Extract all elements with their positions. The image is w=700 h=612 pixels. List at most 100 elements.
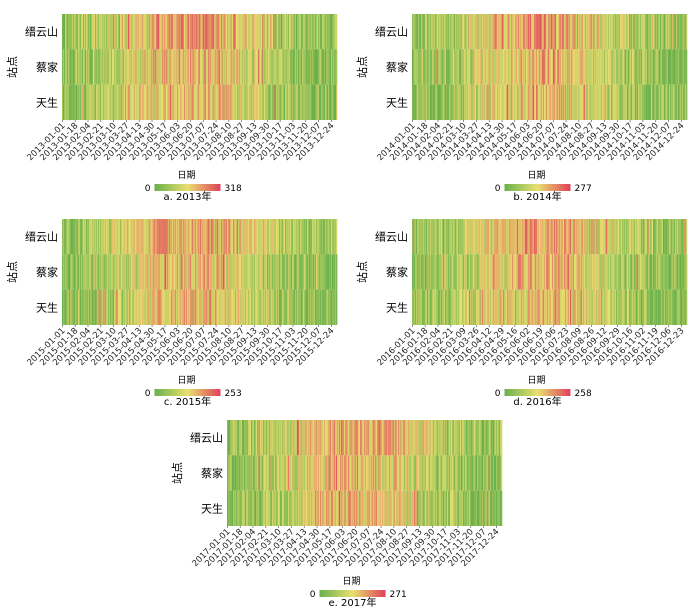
heatmap-cell bbox=[442, 14, 444, 50]
heatmap-cell bbox=[558, 219, 561, 255]
heatmap-cell bbox=[278, 14, 280, 50]
heatmap-cell bbox=[528, 14, 530, 50]
heatmap-cell bbox=[245, 14, 247, 50]
heatmap-cell bbox=[448, 14, 451, 50]
heatmap-cell bbox=[416, 254, 418, 290]
heatmap-cell bbox=[531, 289, 533, 325]
heatmap-cell bbox=[447, 84, 449, 120]
heatmap-cell bbox=[221, 254, 223, 290]
heatmap-cell bbox=[520, 254, 522, 290]
heatmap-cell bbox=[227, 219, 229, 255]
heatmap-cell bbox=[528, 254, 530, 290]
heatmap-cell bbox=[223, 49, 225, 85]
heatmap-cell bbox=[511, 49, 513, 85]
heatmap-cell bbox=[510, 219, 512, 255]
heatmap-cell bbox=[643, 219, 645, 255]
heatmap-cell bbox=[577, 219, 579, 255]
heatmap-cell bbox=[613, 219, 615, 255]
heatmap-cell bbox=[654, 84, 656, 120]
heatmap-cell bbox=[470, 49, 472, 85]
heatmap-cell bbox=[607, 289, 609, 325]
heatmap-cell bbox=[577, 254, 579, 290]
heatmap-cell bbox=[187, 84, 189, 120]
heatmap-cell bbox=[480, 289, 482, 325]
heatmap-cell bbox=[668, 49, 671, 85]
heatmap-cell bbox=[77, 219, 79, 255]
heatmap-cell bbox=[534, 49, 536, 85]
heatmap-cell bbox=[216, 14, 218, 50]
heatmap-cell bbox=[415, 219, 417, 255]
heatmap-cell bbox=[481, 49, 483, 85]
heatmap-cell bbox=[658, 219, 660, 255]
heatmap-cell bbox=[92, 254, 94, 290]
heatmap-cell bbox=[507, 254, 509, 290]
heatmap-cell bbox=[525, 14, 527, 50]
heatmap-cell bbox=[106, 219, 108, 255]
heatmap-cell bbox=[327, 84, 329, 120]
heatmap-cell bbox=[265, 219, 267, 255]
heatmap-cell bbox=[569, 289, 571, 325]
heatmap-cell bbox=[647, 84, 649, 120]
heatmap-cell bbox=[319, 289, 321, 325]
heatmap-cell bbox=[650, 289, 652, 325]
heatmap-cell bbox=[461, 289, 463, 325]
heatmap-cell bbox=[272, 14, 275, 50]
heatmap-cell bbox=[327, 84, 330, 120]
heatmap-cell bbox=[167, 219, 169, 255]
heatmap-cell bbox=[339, 420, 341, 456]
heatmap-cell bbox=[509, 84, 511, 120]
heatmap-cell bbox=[606, 219, 608, 255]
heatmap-cell bbox=[137, 219, 139, 255]
heatmap-cell bbox=[282, 84, 284, 120]
heatmap-cell bbox=[280, 289, 282, 325]
heatmap-cell bbox=[579, 219, 581, 255]
heatmap-cell bbox=[629, 84, 631, 120]
heatmap-cell bbox=[564, 254, 567, 290]
heatmap-cell bbox=[531, 219, 533, 255]
heatmap-cell bbox=[178, 254, 180, 290]
heatmap-cell bbox=[218, 84, 220, 120]
heatmap-cell bbox=[662, 254, 664, 290]
heatmap-cell bbox=[234, 289, 236, 325]
heatmap-cell bbox=[548, 254, 550, 290]
heatmap-cell bbox=[89, 219, 91, 255]
heatmap-cell bbox=[292, 49, 294, 85]
heatmap-cell bbox=[540, 219, 542, 255]
heatmap-cell bbox=[224, 84, 226, 120]
heatmap-cell bbox=[630, 49, 632, 85]
heatmap-cell bbox=[498, 420, 500, 456]
heatmap-cell bbox=[249, 49, 251, 85]
heatmap-cell bbox=[317, 254, 319, 290]
heatmap-cell bbox=[86, 289, 88, 325]
heatmap-cell bbox=[113, 14, 115, 50]
heatmap-cell bbox=[602, 14, 604, 50]
heatmap-cell bbox=[632, 219, 634, 255]
heatmap-cell bbox=[285, 254, 287, 290]
heatmap-cell bbox=[509, 289, 511, 325]
heatmap-cell bbox=[497, 14, 499, 50]
heatmap-cell bbox=[580, 219, 582, 255]
heatmap-cell bbox=[412, 254, 414, 290]
heatmap-cell bbox=[116, 254, 118, 290]
heatmap-cell bbox=[420, 219, 422, 255]
heatmap-cell bbox=[533, 49, 535, 85]
heatmap-cell bbox=[168, 49, 170, 85]
heatmap-cell bbox=[220, 84, 223, 120]
heatmap-cell bbox=[303, 420, 305, 456]
heatmap-cell bbox=[544, 289, 546, 325]
heatmap-cell bbox=[239, 254, 241, 290]
heatmap-cell bbox=[203, 254, 205, 290]
heatmap-cell bbox=[599, 84, 601, 120]
heatmap-cell bbox=[521, 49, 523, 85]
heatmap-cell bbox=[228, 84, 230, 120]
heatmap-cell bbox=[364, 420, 366, 456]
heatmap-cell bbox=[626, 289, 628, 325]
heatmap-cell bbox=[333, 289, 336, 325]
heatmap-cell bbox=[294, 289, 296, 325]
heatmap-cell bbox=[115, 14, 117, 50]
heatmap-cell bbox=[147, 84, 149, 120]
heatmap-cell bbox=[481, 84, 483, 120]
heatmap-cell bbox=[98, 14, 100, 50]
heatmap-cell bbox=[506, 49, 509, 85]
heatmap-cell bbox=[420, 84, 422, 120]
